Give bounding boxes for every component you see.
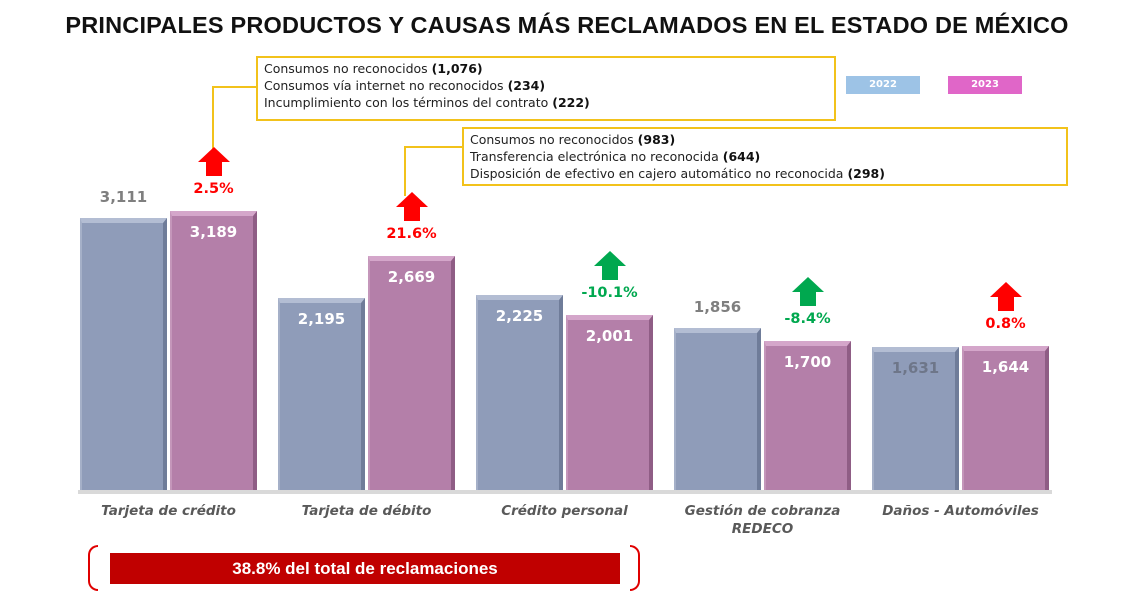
callout-tarjeta-credito: Consumos no reconocidos (1,076) Consumos… — [256, 56, 836, 121]
value-label-2023: 3,189 — [189, 223, 238, 241]
up-arrow-icon — [593, 250, 626, 266]
callout-tarjeta-debito: Consumos no reconocidos (983) Transferen… — [462, 127, 1068, 186]
bar-2022 — [278, 297, 365, 490]
bar-2023 — [368, 256, 455, 490]
value-label-2022: 1,631 — [891, 359, 940, 378]
category-label-line: Tarjeta de crédito — [101, 503, 236, 519]
change-label: 21.6% — [386, 226, 437, 243]
chart-title: PRINCIPALES PRODUCTOS Y CAUSAS MÁS RECLA… — [65, 12, 1069, 38]
total-banner: 38.8% del total de reclamaciones — [110, 553, 620, 584]
bar-2023 — [764, 341, 851, 490]
legend-2022: 2022 — [846, 76, 920, 94]
arrow-shaft — [997, 297, 1014, 312]
left-bracket — [88, 545, 98, 591]
arrow-shaft — [799, 292, 816, 307]
arrow-shaft — [205, 162, 222, 176]
category-label-line: Tarjeta de débito — [301, 503, 432, 519]
value-label-2023: 2,669 — [387, 268, 436, 287]
category-label-line: Gestión de cobranza — [684, 503, 841, 519]
arrow-shaft — [403, 207, 420, 222]
up-arrow-icon — [791, 277, 824, 293]
category-label-line: REDECO — [731, 521, 794, 537]
change-label: -8.4% — [784, 311, 831, 328]
callout-item: Consumos no reconocidos (983) — [470, 132, 676, 147]
bar-2023 — [566, 314, 653, 490]
value-label-2022: 2,195 — [297, 309, 346, 328]
value-label-2023: 1,644 — [981, 358, 1030, 377]
baseline — [78, 490, 1052, 494]
bar-2022 — [476, 295, 563, 490]
bar-2022 — [872, 347, 959, 490]
up-arrow-icon — [395, 192, 428, 208]
up-arrow-icon — [989, 282, 1022, 298]
category-label: Daños - Automóviles — [866, 502, 1056, 520]
category-label: Crédito personal — [470, 502, 660, 520]
callout-item: Consumos vía internet no reconocidos (23… — [264, 78, 546, 93]
bar-2023 — [962, 346, 1049, 490]
callout-item: Disposición de efectivo en cajero automá… — [470, 166, 885, 181]
change-label: 0.8% — [985, 316, 1026, 333]
change-label: 2.5% — [193, 181, 234, 197]
callout-item: Incumplimiento con los términos del cont… — [264, 95, 590, 110]
bar-2022 — [674, 327, 761, 490]
bar-2022 — [80, 217, 167, 490]
category-label: Tarjeta de débito — [272, 502, 462, 520]
change-label: -10.1% — [581, 284, 638, 301]
value-label-2023: 2,001 — [585, 326, 634, 345]
value-label-2022: 3,111 — [99, 187, 148, 206]
category-label-line: Daños - Automóviles — [882, 503, 1039, 519]
value-label-2023: 1,700 — [783, 353, 832, 372]
callout-connector-1 — [212, 86, 260, 152]
up-arrow-icon — [197, 147, 230, 162]
legend-2023: 2023 — [948, 76, 1022, 94]
callout-connector-2 — [404, 146, 466, 196]
callout-item: Transferencia electrónica no reconocida … — [470, 149, 761, 164]
arrow-shaft — [601, 265, 618, 280]
category-label: Gestión de cobranza REDECO — [668, 502, 858, 538]
category-label-line: Crédito personal — [501, 503, 628, 519]
value-label-2022: 2,225 — [495, 307, 544, 326]
value-label-2022: 1,856 — [693, 297, 742, 316]
bar-2023 — [170, 211, 257, 490]
right-bracket — [630, 545, 640, 591]
category-label: Tarjeta de crédito — [74, 502, 264, 520]
callout-item: Consumos no reconocidos (1,076) — [264, 61, 483, 76]
